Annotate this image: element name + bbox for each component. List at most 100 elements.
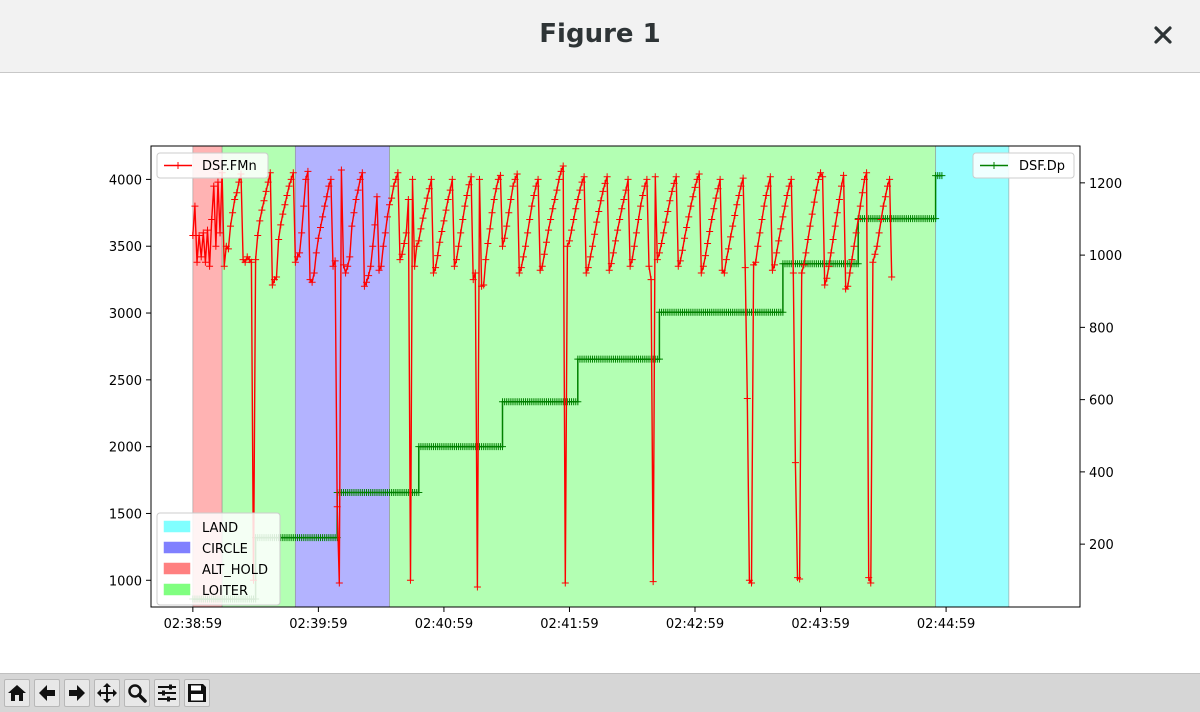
series-point-dsf-fmn (693, 175, 701, 183)
series-point-dsf-fmn (233, 189, 241, 197)
series-point-dsf-fmn (655, 249, 663, 257)
configure-subplots-button[interactable] (154, 679, 180, 707)
close-button[interactable] (1148, 20, 1178, 50)
series-point-dsf-fmn (708, 215, 716, 223)
legend-fmn-label: DSF.FMn (202, 159, 257, 174)
home-icon (8, 685, 26, 701)
series-point-dsf-fmn (429, 269, 437, 277)
series-point-dsf-fmn (716, 175, 724, 183)
zoom-button[interactable] (124, 679, 150, 707)
series-point-dsf-fmn (858, 189, 866, 197)
series-point-dsf-fmn (540, 250, 548, 258)
series-point-dsf-fmn (555, 175, 563, 183)
series-point-dsf-fmn (524, 229, 532, 237)
home-button[interactable] (4, 679, 30, 707)
series-point-dsf-fmn (766, 173, 774, 181)
series-point-dsf-fmn (264, 178, 272, 186)
series-point-dsf-fmn (614, 226, 622, 234)
x-tick-label: 02:40:59 (415, 617, 473, 632)
series-point-dsf-fmn (752, 258, 760, 266)
series-point-dsf-fmn (283, 191, 291, 199)
series-point-dsf-fmn (630, 242, 638, 250)
series-point-dsf-fmn (833, 209, 841, 217)
series-point-dsf-fmn (199, 229, 207, 237)
series-point-dsf-fmn (764, 182, 772, 190)
series-point-dsf-fmn (206, 262, 214, 270)
series-point-dsf-fmn (298, 229, 306, 237)
series-point-dsf-fmn (457, 229, 465, 237)
series-point-dsf-fmn (825, 262, 833, 270)
series-point-dsf-fmn (254, 232, 262, 240)
series-point-dsf-fmn (337, 166, 345, 174)
series-point-dsf-fmn (396, 256, 404, 264)
series-point-dsf-fmn (580, 173, 588, 181)
navigation-toolbar (0, 673, 1200, 712)
save-button[interactable] (184, 679, 210, 707)
series-point-dsf-fmn (760, 202, 768, 210)
series-point-dsf-fmn (741, 264, 749, 272)
series-point-dsf-fmn (827, 249, 835, 257)
y-right-tick-label: 400 (1089, 466, 1114, 481)
series-point-dsf-fmn (848, 256, 856, 264)
series-point-dsf-fmn (434, 252, 442, 260)
series-point-dsf-fmn (404, 195, 412, 203)
series-point-dsf-fmn (678, 246, 686, 254)
window-title: Figure 1 (539, 19, 661, 49)
series-point-dsf-fmn (653, 256, 661, 264)
y-left-tick-label: 3000 (109, 307, 142, 322)
x-tick-label: 02:42:59 (666, 617, 724, 632)
series-point-dsf-fmn (331, 257, 339, 265)
series-point-dsf-fmn (584, 264, 592, 272)
series-point-dsf-fmn (411, 262, 419, 270)
series-point-dsf-dp (499, 443, 507, 451)
series-point-dsf-fmn (768, 266, 776, 274)
series-point-dsf-fmn (191, 202, 199, 210)
series-point-dsf-fmn (735, 191, 743, 199)
series-point-dsf-fmn (639, 191, 647, 199)
series-point-dsf-fmn (375, 266, 383, 274)
series-point-dsf-fmn (605, 266, 613, 274)
series-point-dsf-fmn (289, 169, 297, 177)
series-point-dsf-fmn (216, 229, 224, 237)
y-left-tick-label: 1000 (109, 574, 142, 589)
series-point-dsf-fmn (300, 202, 308, 210)
series-point-dsf-fmn (886, 175, 894, 183)
series-point-dsf-fmn (714, 185, 722, 193)
y-left-tick-label: 4000 (109, 173, 142, 188)
series-point-dsf-fmn (783, 191, 791, 199)
series-point-dsf-fmn (612, 237, 619, 245)
series-point-dsf-fmn (252, 256, 260, 264)
series-point-dsf-dp (415, 488, 423, 496)
series-point-dsf-fmn (561, 579, 569, 587)
series-point-dsf-fmn (777, 225, 785, 233)
series-point-dsf-fmn (304, 167, 312, 175)
series-point-dsf-fmn (335, 579, 343, 587)
series-point-dsf-fmn (189, 232, 197, 240)
series-point-dsf-fmn (635, 215, 643, 223)
pan-button[interactable] (94, 679, 120, 707)
series-point-dsf-fmn (494, 175, 502, 183)
series-point-dsf-fmn (806, 222, 814, 230)
series-point-dsf-fmn (509, 182, 517, 190)
series-point-dsf-fmn (685, 213, 693, 221)
series-point-dsf-fmn (704, 240, 712, 248)
series-point-dsf-fmn (210, 182, 218, 190)
series-point-dsf-fmn (425, 185, 433, 193)
legend-fmn (156, 152, 269, 179)
series-point-dsf-fmn (459, 215, 467, 223)
back-button[interactable] (34, 679, 60, 707)
series-point-dsf-fmn (773, 249, 781, 257)
series-point-dsf-fmn (837, 182, 845, 190)
series-point-dsf-fmn (195, 232, 203, 240)
series-point-dsf-fmn (538, 262, 546, 270)
series-point-dsf-fmn (528, 202, 536, 210)
forward-button[interactable] (64, 679, 90, 707)
series-point-dsf-fmn (873, 242, 881, 250)
legend-mode-swatch (163, 520, 191, 533)
series-point-dsf-fmn (482, 256, 490, 264)
figure-canvas[interactable]: 02:38:59 02:39:59 02:40:59 02:41:59 02:42:59… (0, 73, 1200, 673)
series-point-dsf-fmn (632, 229, 640, 237)
series-point-dsf-fmn (771, 261, 779, 269)
series-point-dsf-fmn (852, 229, 860, 237)
y-left-tick-label: 2000 (109, 441, 142, 456)
